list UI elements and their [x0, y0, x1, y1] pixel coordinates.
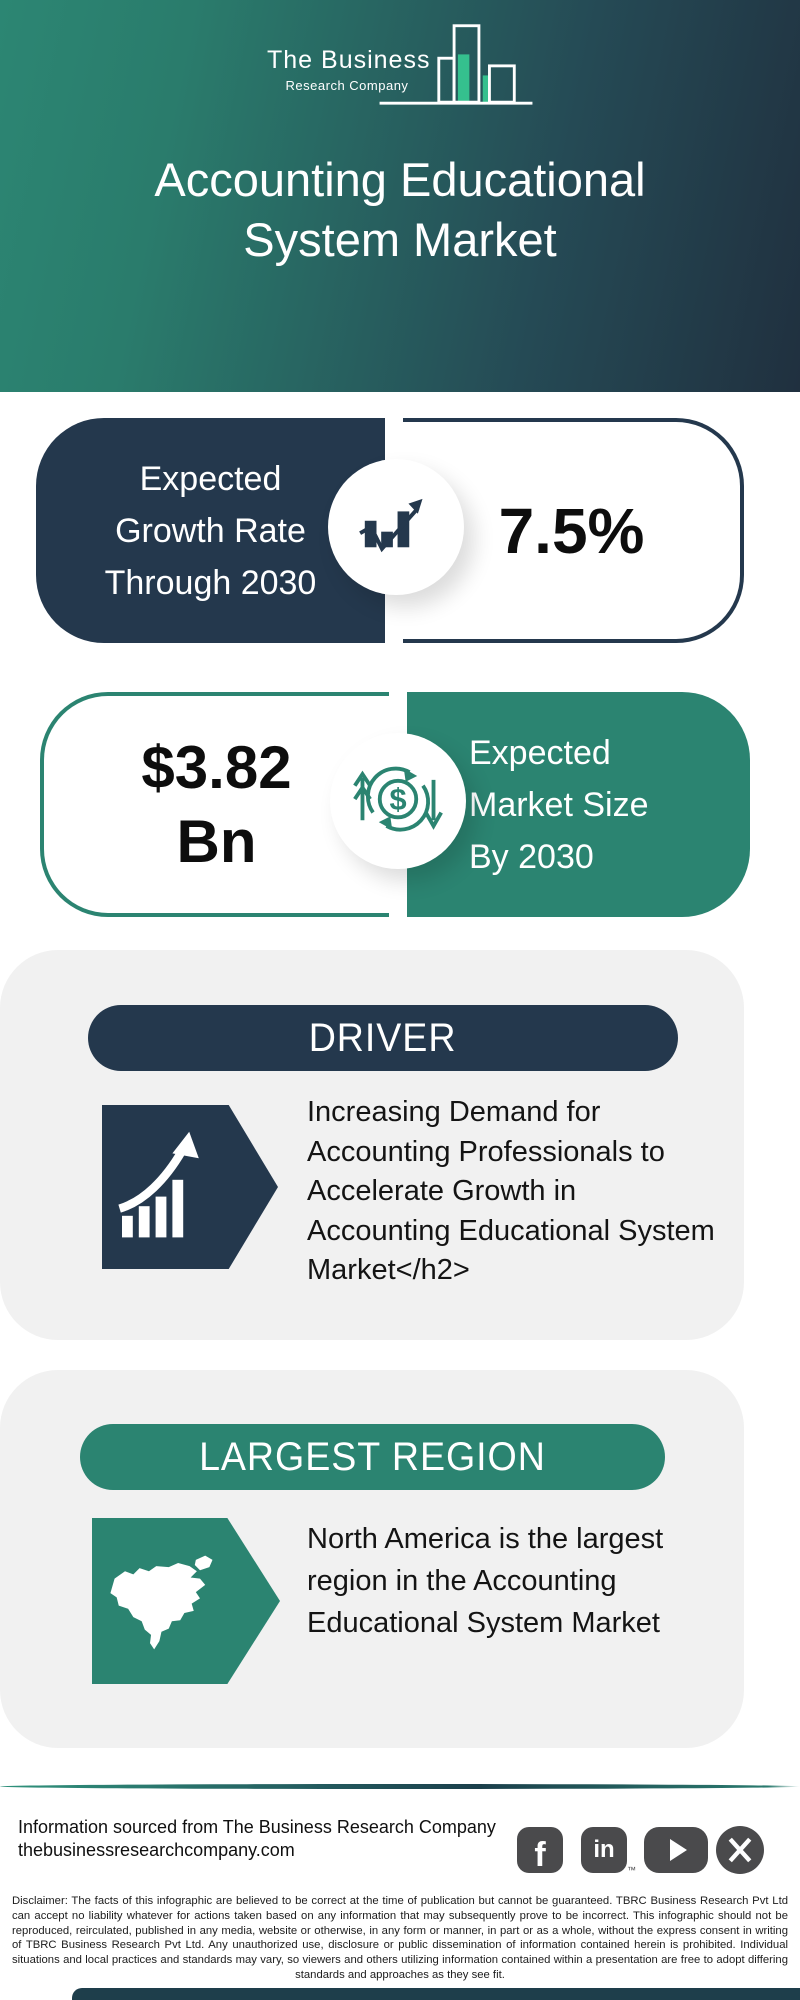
growth-chart-icon — [359, 498, 423, 553]
bar-chart-logo-icon — [379, 24, 533, 105]
logo-company-name: The Business — [267, 46, 431, 74]
bottom-bar — [72, 1988, 800, 2000]
driver-heading: DRIVER — [309, 1015, 457, 1060]
market-size-value: $3.82 Bn — [141, 733, 292, 875]
x-icon[interactable] — [716, 1826, 764, 1874]
page-title-line2: System Market — [243, 213, 557, 266]
website-link[interactable]: thebusinessresearchcompany.com — [18, 1840, 295, 1860]
growth-icon-circle — [328, 459, 464, 595]
facebook-icon[interactable]: f — [517, 1827, 563, 1874]
youtube-icon[interactable] — [644, 1827, 708, 1873]
logo-tagline: Research Company — [285, 78, 409, 93]
north-america-map-icon — [110, 1555, 213, 1649]
region-heading-pill: LARGEST REGION — [80, 1424, 665, 1490]
growth-rate-value: 7.5% — [498, 494, 645, 567]
page-title-line1: Accounting Educational — [154, 153, 646, 206]
page-title: Accounting Educational System Market — [0, 150, 800, 270]
region-text: North America is the largest region in t… — [307, 1523, 664, 1639]
money-cycle-icon: $ — [353, 766, 443, 832]
play-triangle — [669, 1839, 687, 1861]
driver-heading-pill: DRIVER — [88, 1005, 678, 1071]
growth-rate-value-pill: 7.5% — [403, 418, 744, 643]
rising-bars-icon — [118, 1131, 199, 1238]
source-line: Information sourced from The Business Re… — [18, 1817, 496, 1837]
market-size-icon-circle: $ — [330, 733, 466, 869]
driver-text: Increasing Demand for Accounting Profess… — [307, 1096, 715, 1286]
x-glyph — [728, 1837, 752, 1863]
region-heading: LARGEST REGION — [199, 1434, 546, 1479]
linkedin-trademark: ™ — [627, 1865, 636, 1875]
market-size-label: Expected Market Size By 2030 — [469, 733, 649, 876]
disclaimer-text: Disclaimer: The facts of this infographi… — [12, 1895, 788, 1981]
footer-divider — [0, 1784, 800, 1789]
header-banner: The Business Research Company Accounting… — [0, 0, 800, 392]
market-size-value-pill: $3.82 Bn — [40, 692, 389, 917]
svg-text:$: $ — [389, 782, 406, 817]
source-info: Information sourced from The Business Re… — [18, 1816, 496, 1862]
linkedin-icon[interactable]: in ™ — [581, 1827, 636, 1875]
growth-rate-label-pill: Expected Growth Rate Through 2030 — [36, 418, 385, 643]
growth-rate-label: Expected Growth Rate Through 2030 — [104, 459, 317, 602]
